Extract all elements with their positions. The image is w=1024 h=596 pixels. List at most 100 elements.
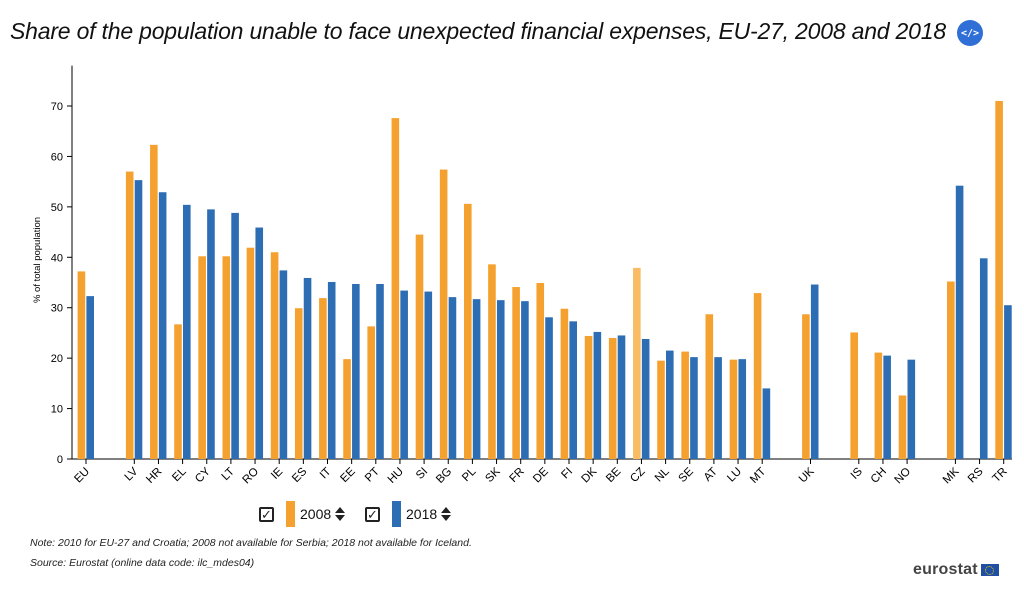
- chart-source: Source: Eurostat (online data code: ilc_…: [30, 557, 255, 569]
- x-tick-label-ch: CH: [869, 466, 889, 486]
- bar-si-2018: [424, 291, 433, 459]
- bar-bg-2008: [439, 169, 448, 460]
- bar-el-2018: [183, 204, 191, 459]
- bar-lu-2018: [738, 359, 747, 459]
- bar-ie-2008: [270, 252, 279, 459]
- bar-pt-2008: [367, 326, 375, 459]
- x-tick-label-fr: FR: [507, 466, 526, 485]
- bar-pl-2008: [464, 203, 472, 459]
- legend-item-2018[interactable]: ✓ 2018: [365, 501, 452, 527]
- bar-si-2008: [415, 234, 424, 459]
- bar-lt-2008: [222, 256, 231, 459]
- eurostat-logo: eurostat: [913, 561, 999, 579]
- bar-se-2008: [681, 351, 689, 459]
- embed-code-icon[interactable]: </>: [957, 20, 983, 46]
- legend-2008-label: 2008: [300, 506, 332, 522]
- x-tick-label-cz: CZ: [628, 466, 647, 485]
- chart-title: Share of the population unable to face u…: [10, 18, 946, 44]
- y-tick-label-30: 30: [51, 303, 63, 315]
- x-tick-label-si: SI: [414, 466, 430, 482]
- bar-dk-2008: [584, 335, 593, 459]
- bar-lv-2008: [125, 171, 134, 460]
- x-tick-label-hu: HU: [386, 466, 406, 486]
- bar-fr-2018: [521, 301, 529, 459]
- y-axis-title: % of total population: [32, 217, 43, 303]
- x-tick-label-el: EL: [170, 465, 189, 484]
- bar-ee-2008: [343, 359, 351, 459]
- x-tick-label-uk: UK: [797, 465, 817, 485]
- x-tick-label-mk: MK: [941, 465, 962, 486]
- x-tick-label-no: NO: [893, 466, 914, 487]
- bar-it-2008: [319, 298, 327, 459]
- eu-flag-icon: [980, 564, 999, 576]
- bar-mt-2008: [753, 293, 762, 459]
- chart-note: Note: 2010 for EU-27 and Croatia; 2008 n…: [30, 537, 472, 549]
- legend-2018-label: 2018: [406, 506, 438, 522]
- x-tick-label-lt: LT: [220, 466, 237, 483]
- y-tick-label-0: 0: [57, 454, 63, 466]
- bar-be-2008: [608, 337, 617, 459]
- x-tick-label-hr: HR: [144, 466, 164, 486]
- legend-item-2008[interactable]: ✓ 2008: [259, 501, 346, 527]
- bar-sk-2008: [488, 264, 496, 459]
- bar-no-2008: [898, 395, 907, 459]
- bar-tr-2018: [1004, 305, 1012, 459]
- x-tick-label-es: ES: [290, 465, 310, 485]
- sort-2008-icon[interactable]: [335, 507, 346, 521]
- bar-tr-2008: [995, 100, 1003, 459]
- bar-mt-2018: [762, 388, 771, 459]
- y-tick-label-10: 10: [51, 404, 63, 416]
- x-tick-label-nl: NL: [653, 465, 672, 484]
- bar-uk-2008: [802, 314, 810, 459]
- bar-pl-2018: [472, 299, 481, 459]
- x-tick-label-bg: BG: [434, 466, 454, 486]
- x-tick-label-rs: RS: [966, 465, 986, 485]
- legend-2008-checkbox[interactable]: ✓: [259, 506, 274, 522]
- bar-uk-2018: [810, 284, 819, 459]
- bar-de-2008: [536, 283, 545, 459]
- bar-is-2008: [850, 332, 858, 459]
- bar-ie-2018: [279, 270, 288, 459]
- bar-chart: 0 10 20 30 40 50 60 70 % of total population EU LV…: [32, 65, 1012, 487]
- x-tick-label-be: BE: [604, 465, 624, 485]
- bar-ch-2008: [874, 352, 883, 459]
- bar-dk-2018: [593, 331, 602, 459]
- bar-ee-2018: [352, 284, 360, 459]
- bar-at-2018: [714, 357, 722, 459]
- bar-pt-2018: [376, 284, 384, 459]
- x-tick-label-cy: CY: [193, 465, 213, 485]
- x-tick-label-lv: LV: [123, 465, 141, 483]
- bar-be-2018: [617, 335, 626, 459]
- bar-nl-2018: [666, 350, 674, 459]
- bar-at-2008: [705, 314, 714, 459]
- bar-eu-2008: [77, 271, 86, 459]
- sort-2018-icon[interactable]: [441, 507, 452, 521]
- legend-2018-swatch: [392, 501, 401, 527]
- bar-ro-2018: [255, 227, 264, 459]
- bar-hu-2018: [400, 290, 408, 459]
- y-tick-label-70: 70: [51, 101, 63, 113]
- x-tick-label-fi: FI: [559, 466, 575, 482]
- bar-cy-2008: [198, 256, 206, 459]
- bar-lt-2018: [231, 212, 239, 459]
- bar-ch-2018: [883, 355, 891, 459]
- x-tick-label-se: SE: [677, 465, 697, 485]
- x-tick-label-is: IS: [849, 465, 865, 481]
- bar-cy-2018: [207, 209, 215, 459]
- bar-fi-2018: [569, 321, 577, 459]
- bar-it-2018: [327, 281, 336, 459]
- y-tick-label-20: 20: [51, 353, 63, 365]
- x-tick-label-eu: EU: [72, 466, 92, 486]
- bar-rs-2018: [979, 258, 988, 459]
- bar-fr-2008: [512, 287, 520, 459]
- x-tick-label-lu: LU: [725, 466, 744, 485]
- x-tick-label-tr: TR: [990, 466, 1009, 485]
- eurostat-wordmark: eurostat: [913, 561, 978, 578]
- x-tick-label-it: IT: [318, 466, 334, 482]
- x-tick-label-pt: PT: [363, 466, 382, 485]
- bar-mk-2018: [955, 185, 964, 460]
- bar-se-2018: [690, 357, 698, 459]
- bar-cz-2008: [633, 267, 641, 459]
- bar-mk-2008: [947, 281, 955, 459]
- legend-2018-checkbox[interactable]: ✓: [365, 506, 380, 522]
